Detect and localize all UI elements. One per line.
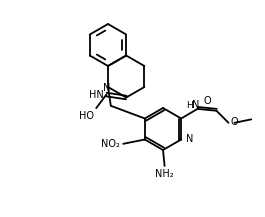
Text: O: O [204, 96, 211, 106]
Text: N: N [186, 135, 193, 145]
Text: HN: HN [89, 90, 103, 100]
Text: NO₂: NO₂ [101, 139, 120, 149]
Text: O: O [231, 117, 238, 127]
Text: N: N [192, 100, 200, 110]
Text: H: H [186, 101, 193, 110]
Text: NH₂: NH₂ [155, 169, 174, 179]
Text: HO: HO [79, 111, 94, 121]
Text: N: N [103, 82, 110, 92]
